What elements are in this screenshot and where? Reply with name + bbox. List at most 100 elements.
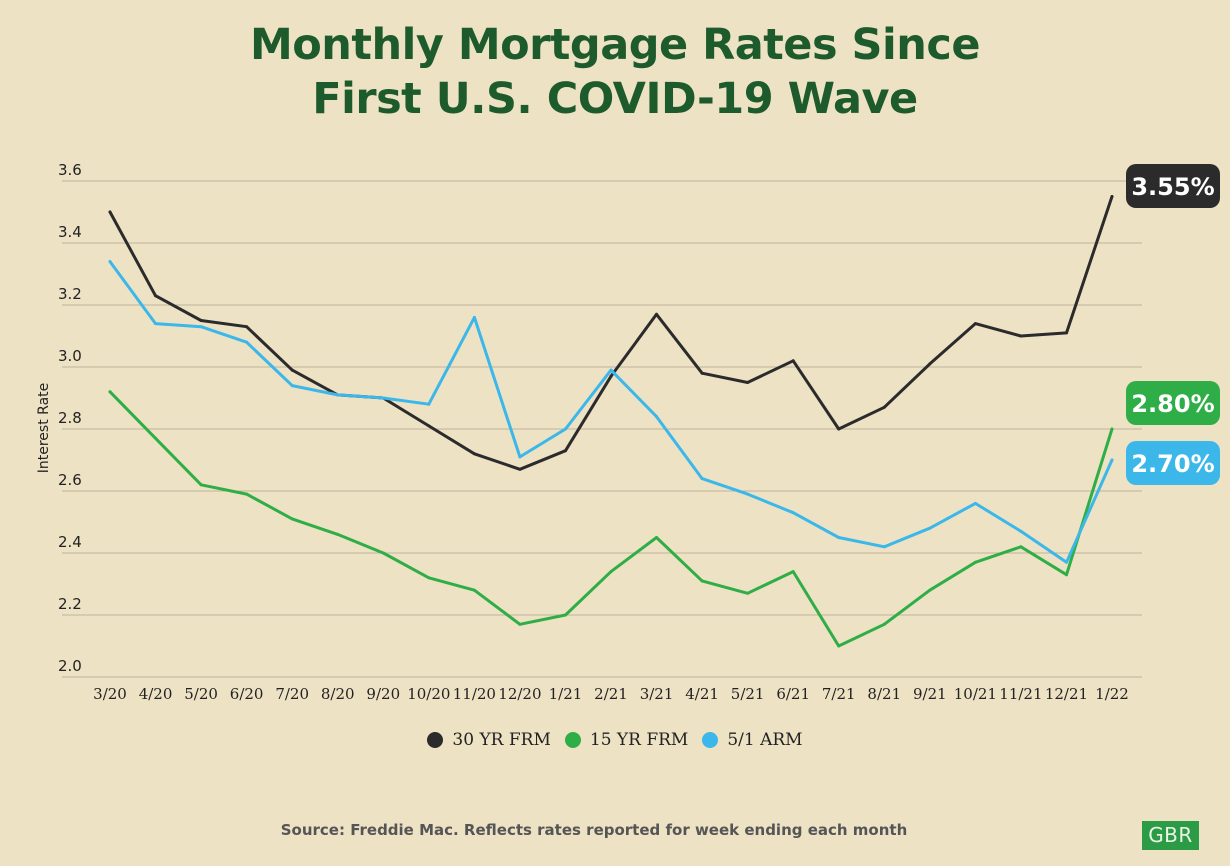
data-point — [1019, 545, 1023, 549]
x-tick-label: 5/21 — [731, 685, 765, 703]
data-point — [973, 322, 977, 326]
x-tick-label: 1/22 — [1095, 685, 1129, 703]
end-label-text: 2.80% — [1131, 390, 1214, 418]
end-label-30-yr-frm: 3.55% — [1126, 164, 1220, 208]
legend-label: 15 YR FRM — [589, 730, 689, 750]
y-tick-label: 2.2 — [58, 595, 82, 613]
data-point — [655, 536, 659, 539]
x-tick-label: 1/21 — [549, 685, 583, 703]
data-point — [427, 424, 431, 428]
data-point — [746, 492, 750, 496]
data-point — [381, 396, 385, 400]
data-point — [1110, 427, 1114, 431]
data-point — [472, 452, 476, 456]
data-point — [837, 644, 841, 648]
data-point — [1064, 560, 1068, 564]
data-point — [609, 368, 613, 372]
data-point — [837, 427, 841, 431]
end-label-box — [1126, 164, 1220, 208]
data-point — [245, 340, 249, 344]
data-point — [472, 588, 476, 592]
data-point — [973, 560, 977, 564]
y-axis-ticks: 3.6 3.4 3.2 3.0 2.8 2.6 2.4 2.2 2.0 — [58, 161, 82, 675]
y-tick-label: 2.0 — [58, 657, 82, 675]
data-point — [791, 359, 795, 363]
data-point — [290, 368, 294, 372]
data-point — [928, 588, 932, 592]
data-point — [1019, 529, 1023, 533]
data-point — [837, 536, 841, 539]
x-tick-label: 4/21 — [685, 685, 719, 703]
end-label-text: 2.70% — [1131, 450, 1214, 478]
legend-swatch — [702, 732, 719, 748]
data-point — [609, 570, 613, 574]
data-point — [973, 501, 977, 505]
end-label-box — [1126, 381, 1220, 425]
data-point — [427, 402, 431, 406]
y-tick-label: 2.4 — [58, 533, 82, 551]
y-tick-label: 3.6 — [58, 161, 82, 179]
x-tick-label: 4/20 — [139, 685, 173, 703]
data-point — [518, 467, 522, 471]
x-tick-label: 11/20 — [453, 685, 496, 703]
data-point — [290, 384, 294, 388]
data-point — [336, 393, 340, 397]
x-tick-label: 12/20 — [498, 685, 541, 703]
data-point — [154, 322, 158, 326]
gbr-logo: GBR — [1142, 821, 1199, 850]
data-point — [609, 374, 613, 378]
end-label-15-yr-frm: 2.80% — [1126, 381, 1220, 425]
data-point — [882, 622, 886, 626]
legend-swatch — [564, 732, 581, 748]
data-point — [518, 455, 522, 459]
y-tick-label: 3.4 — [58, 223, 82, 241]
x-tick-label: 12/21 — [1045, 685, 1088, 703]
data-point — [108, 390, 112, 394]
x-tick-label: 9/20 — [366, 685, 400, 703]
x-axis-ticks: 3/20 4/20 5/20 6/20 7/20 8/20 9/20 10/20 11/20 12… — [93, 685, 1129, 703]
end-label-5-1-arm: 2.70% — [1126, 441, 1220, 485]
data-point — [1064, 331, 1068, 335]
legend-label: 30 YR FRM — [452, 730, 551, 750]
data-point — [245, 492, 249, 496]
data-point — [563, 449, 567, 453]
data-point — [700, 371, 704, 375]
x-tick-label: 11/21 — [999, 685, 1042, 703]
y-tick-label: 2.6 — [58, 471, 82, 489]
data-point — [791, 511, 795, 515]
y-axis-label: Interest Rate — [36, 383, 52, 474]
x-tick-label: 9/21 — [913, 685, 947, 703]
x-tick-label: 7/21 — [822, 685, 856, 703]
legend-swatch — [427, 732, 444, 748]
data-point — [1019, 334, 1023, 338]
series-lines — [108, 195, 1114, 648]
data-point — [199, 483, 203, 487]
data-point — [563, 613, 567, 617]
source-note: Source: Freddie Mac. Reflects rates repo… — [280, 821, 908, 839]
data-point — [427, 576, 431, 580]
data-point — [199, 319, 203, 322]
series-line-30-yr-frm — [108, 195, 1114, 471]
x-tick-label: 10/21 — [954, 685, 997, 703]
x-tick-label: 8/20 — [321, 685, 355, 703]
data-point — [1110, 458, 1114, 462]
series-line-15-yr-frm — [108, 390, 1114, 648]
chart-title-line-1: Monthly Mortgage Rates Since — [249, 20, 981, 70]
legend-label: 5/1 ARM — [727, 730, 803, 750]
data-point — [108, 210, 112, 214]
data-point — [199, 325, 203, 329]
data-point — [746, 381, 750, 384]
data-point — [882, 405, 886, 409]
x-tick-label: 7/20 — [275, 685, 309, 703]
data-point — [700, 477, 704, 481]
data-point — [472, 315, 476, 319]
data-point — [1110, 195, 1114, 198]
x-tick-label: 2/21 — [594, 685, 628, 703]
y-tick-label: 3.2 — [58, 285, 82, 303]
end-labels: 3.55% 2.80% 2.70% — [1126, 164, 1220, 485]
data-point — [655, 415, 659, 419]
legend-item: 30 YR FRM — [427, 730, 551, 750]
data-point — [563, 427, 567, 431]
data-point — [1064, 573, 1068, 577]
